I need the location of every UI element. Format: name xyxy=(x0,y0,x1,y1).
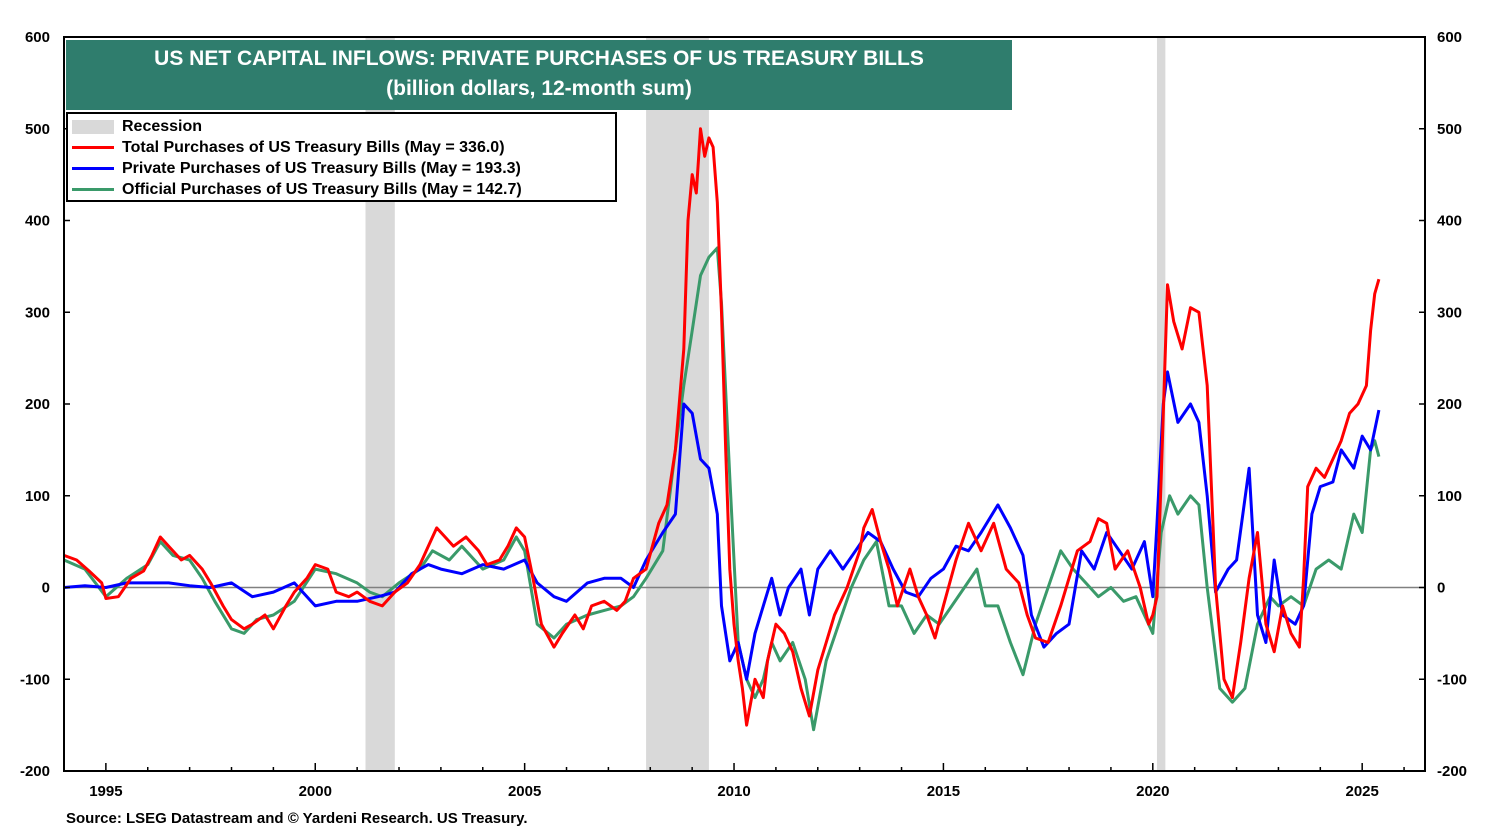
recession-band-2 xyxy=(1156,37,1166,771)
y-tick-label-left: -100 xyxy=(20,671,50,688)
y-tick-label-right: 200 xyxy=(1437,396,1462,413)
legend-item-official: Official Purchases of US Treasury Bills … xyxy=(72,179,615,200)
y-tick-label-right: 300 xyxy=(1437,304,1462,321)
legend-swatch-official xyxy=(72,188,114,191)
y-tick-label-left: -200 xyxy=(20,763,50,780)
chart-title-box: US NET CAPITAL INFLOWS: PRIVATE PURCHASE… xyxy=(66,40,1012,110)
legend-item-private: Private Purchases of US Treasury Bills (… xyxy=(72,158,615,179)
y-tick-label-right: 500 xyxy=(1437,121,1462,138)
legend-label-recession: Recession xyxy=(122,117,203,135)
series-line-official xyxy=(63,246,1381,732)
x-tick-label: 2005 xyxy=(508,783,541,800)
x-tick-label: 2015 xyxy=(927,783,960,800)
legend-label-total: Total Purchases of US Treasury Bills (Ma… xyxy=(122,138,505,156)
y-tick-label-left: 0 xyxy=(42,580,50,597)
legend-label-private: Private Purchases of US Treasury Bills (… xyxy=(122,159,521,177)
y-tick-label-right: 100 xyxy=(1437,488,1462,505)
x-tick-label: 1995 xyxy=(89,783,122,800)
y-tick-label-left: 400 xyxy=(25,213,50,230)
legend-item-total: Total Purchases of US Treasury Bills (Ma… xyxy=(72,137,615,158)
y-tick-label-right: 600 xyxy=(1437,29,1462,46)
legend: Recession Total Purchases of US Treasury… xyxy=(66,112,617,202)
y-tick-label-right: -200 xyxy=(1437,763,1467,780)
legend-label-official: Official Purchases of US Treasury Bills … xyxy=(122,180,522,198)
y-tick-label-left: 100 xyxy=(25,488,50,505)
chart-subtitle: (billion dollars, 12-month sum) xyxy=(386,77,692,100)
series-lines xyxy=(63,127,1381,732)
legend-swatch-total xyxy=(72,146,114,149)
legend-swatch-recession xyxy=(72,119,114,134)
x-tick-label: 2025 xyxy=(1345,783,1378,800)
axes: -200 -200 -100 -100 0 0 100 100 200 200 300 300 400 4… xyxy=(20,29,1467,800)
y-tick-label-left: 200 xyxy=(25,396,50,413)
y-tick-label-left: 300 xyxy=(25,304,50,321)
y-tick-label-right: 400 xyxy=(1437,213,1462,230)
x-tick-label: 2010 xyxy=(717,783,750,800)
y-tick-label-left: 500 xyxy=(25,121,50,138)
x-tick-label: 2000 xyxy=(299,783,332,800)
series-line-total xyxy=(63,127,1381,727)
y-tick-label-right: -100 xyxy=(1437,671,1467,688)
legend-swatch-private xyxy=(72,167,114,170)
y-tick-label-left: 600 xyxy=(25,29,50,46)
chart-title: US NET CAPITAL INFLOWS: PRIVATE PURCHASE… xyxy=(154,47,924,70)
legend-item-recession: Recession xyxy=(72,116,615,137)
y-tick-label-right: 0 xyxy=(1437,580,1445,597)
series-line-private xyxy=(63,370,1381,681)
source-note: Source: LSEG Datastream and © Yardeni Re… xyxy=(66,810,528,827)
x-tick-label: 2020 xyxy=(1136,783,1169,800)
